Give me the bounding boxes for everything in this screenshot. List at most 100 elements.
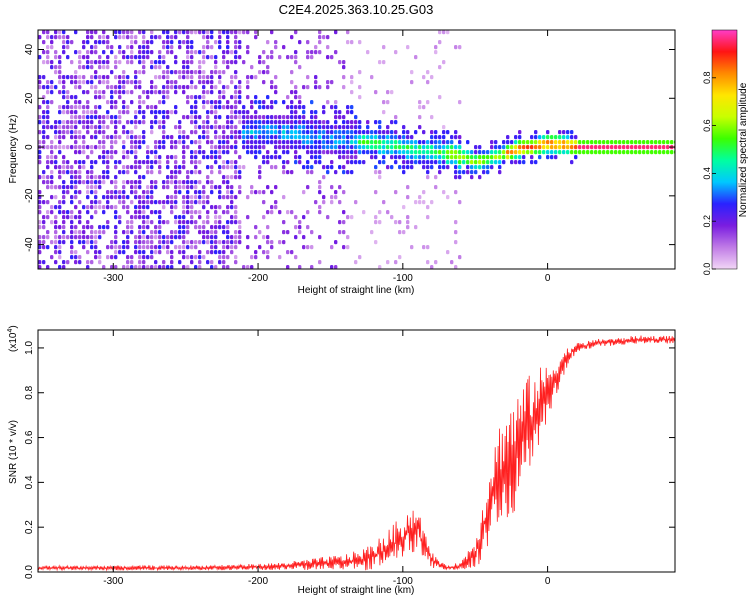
spectrogram-cell — [378, 125, 382, 130]
spectrogram-cell — [574, 135, 578, 140]
spectrogram-cell — [258, 130, 262, 135]
spectrogram-cell — [366, 145, 370, 150]
spectrogram-cell — [274, 45, 278, 50]
spectrogram-cell — [38, 160, 42, 165]
spectrogram-cell — [122, 100, 126, 105]
spectrogram-cell — [326, 85, 330, 90]
spectrogram-cell — [362, 140, 366, 145]
spectrogram-cell — [350, 155, 354, 160]
spectrogram-cell — [234, 205, 238, 210]
spectrogram-cell — [650, 145, 654, 150]
spectrogram-cell — [310, 110, 314, 115]
spectrogram-cell — [74, 170, 78, 175]
spectrogram-cell — [202, 35, 206, 40]
spectrogram-cell — [114, 210, 118, 215]
spectrogram-cell — [50, 255, 54, 260]
spectrogram-cell — [354, 140, 358, 145]
spectrogram-cell — [374, 190, 378, 195]
spectrogram-cell — [42, 140, 46, 145]
spectrogram-cell — [542, 140, 546, 145]
spectrogram-cell — [54, 220, 58, 225]
spectrogram-cell — [158, 110, 162, 115]
spectrogram-cell — [294, 30, 298, 35]
spectrogram-cell — [334, 265, 338, 269]
spectrogram-cell — [566, 150, 570, 155]
spectrogram-cell — [150, 235, 154, 240]
spectrogram-cell — [374, 150, 378, 155]
spectrogram-cell — [118, 30, 122, 35]
spectrogram-cell — [222, 260, 226, 265]
spectrogram-cell — [170, 35, 174, 40]
spectrogram-cell — [182, 150, 186, 155]
spectrogram-cell — [198, 230, 202, 235]
spectrogram-cell — [66, 55, 70, 60]
spectrogram-cell — [190, 220, 194, 225]
spectrogram-cell — [166, 250, 170, 255]
spectrogram-cell — [170, 145, 174, 150]
spectrogram-cell — [294, 125, 298, 130]
spectrogram-cell — [250, 255, 254, 260]
spectrogram-cell — [106, 75, 110, 80]
spectrogram-cell — [50, 150, 54, 155]
spectrogram-cell — [330, 105, 334, 110]
spectrogram-cell — [238, 85, 242, 90]
spectrogram-cell — [210, 230, 214, 235]
spectrogram-cell — [198, 195, 202, 200]
spectrogram-cell — [74, 230, 78, 235]
spectrogram-cell — [106, 170, 110, 175]
spectrogram-cell — [198, 225, 202, 230]
spectrogram-cell — [186, 100, 190, 105]
spectrogram-cell — [190, 45, 194, 50]
spectrogram-cell — [134, 180, 138, 185]
spectrogram-cell — [238, 40, 242, 45]
snr-frame — [37, 329, 676, 573]
spectrogram-cell — [138, 60, 142, 65]
spectrogram-cell — [74, 95, 78, 100]
spectrogram-cell — [38, 115, 42, 120]
spectrogram-cell — [246, 265, 250, 269]
spectrogram-cell — [342, 65, 346, 70]
spectrogram-cell — [158, 65, 162, 70]
snr-y-tick-label: 0.4 — [24, 475, 35, 489]
spectrogram-cell — [238, 55, 242, 60]
spectrogram-cell — [46, 85, 50, 90]
snr-series-line — [38, 335, 675, 572]
spectrogram-cell — [266, 105, 270, 110]
spectrogram-cell — [410, 160, 414, 165]
spectrogram-cell — [234, 130, 238, 135]
spectrogram-cell — [278, 140, 282, 145]
spectrogram-cell — [78, 230, 82, 235]
spectrogram-cell — [206, 175, 210, 180]
spectrogram-cell — [502, 150, 506, 155]
spectrogram-cell — [190, 30, 194, 35]
spectrogram-cell — [294, 215, 298, 220]
spectrogram-cell — [486, 170, 490, 175]
spectrogram-cell — [166, 65, 170, 70]
spectrogram-cell — [50, 35, 54, 40]
spectrogram-cell — [186, 35, 190, 40]
spectrogram-cell — [74, 115, 78, 120]
spectrogram-cell — [202, 60, 206, 65]
spectrogram-cell — [194, 115, 198, 120]
spectrogram-cell — [278, 255, 282, 260]
spectrogram-cell — [194, 190, 198, 195]
spectrogram-cell — [138, 250, 142, 255]
spectrogram-cell — [234, 145, 238, 150]
spectrogram-cell — [234, 60, 238, 65]
spectrogram-cell — [290, 210, 294, 215]
spectrogram-cell — [142, 220, 146, 225]
spectrogram-cell — [202, 130, 206, 135]
spectrogram-cell — [242, 125, 246, 130]
spectrogram-cell — [46, 120, 50, 125]
spectrogram-cell — [86, 250, 90, 255]
spectrogram-cell — [614, 140, 618, 145]
spectrogram-cell — [606, 150, 610, 155]
spectrogram-cell — [114, 265, 118, 269]
spectrogram-cell — [146, 240, 150, 245]
spectrogram-cell — [158, 240, 162, 245]
spectrogram-cell — [222, 140, 226, 145]
spectrogram-cell — [210, 155, 214, 160]
spectrogram-cell — [262, 105, 266, 110]
spectrogram-cell — [246, 235, 250, 240]
spectrogram-cell — [54, 240, 58, 245]
